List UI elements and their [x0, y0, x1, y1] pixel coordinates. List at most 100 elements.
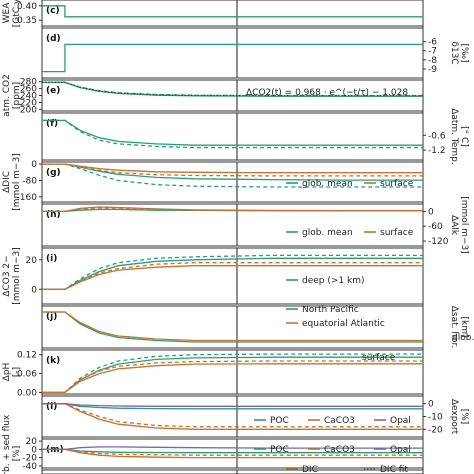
panel-i-series-line: [42, 265, 423, 290]
panel-l: (l) 0 -10 -20 Δexport [%] POC CaCO3 Opal: [42, 395, 469, 438]
panel-c-ytick-left-label: 0.40: [17, 2, 37, 12]
panel-m-ytick-left-label: 20: [26, 437, 38, 447]
panel-l-legend-label: POC: [270, 416, 289, 426]
panel-k-series-line: [42, 360, 423, 394]
panel-g-legend-label: surface: [380, 179, 414, 189]
panel-g-label: (g): [46, 168, 61, 178]
panel-d-series-line: [42, 43, 423, 73]
panel-g: (g) 0 -80 -160 ΔDIC [mmol m−3] glob. mean surfa…: [2, 153, 423, 211]
panel-h-ylabel-right: ΔAlk: [449, 215, 459, 236]
panel-c: (c) 0.40 0.35 WEA [GtC y: [2, 0, 423, 27]
panel-l-ytick-right-label: -10: [428, 413, 443, 423]
panel-k-series-line: [42, 353, 423, 394]
panel-d-ytick-right-label: -8: [428, 56, 437, 66]
panel-m-ytick-left-label: 0: [31, 445, 37, 455]
panel-i-ylabel: ΔCO3 2−: [2, 255, 12, 296]
panel-d-ytick-right-label: -9: [428, 65, 437, 75]
panel-h-ylabel-right: [mmol m−3]: [459, 196, 469, 253]
panel-k-ytick-left-label: 0.00: [17, 388, 37, 398]
panel-k-label: (k): [46, 356, 60, 366]
panel-h-label: (h): [46, 210, 61, 220]
panel-l-legend-label: CaCO3: [324, 416, 355, 426]
panel-e-ytick-left-label: 280: [20, 78, 37, 88]
panel-f-ytick-right-label: -0.6: [428, 131, 446, 141]
panel-g-series-line: [42, 163, 423, 177]
panel-d-ytick-right-label: -7: [428, 47, 437, 57]
panel-j: (j) Δsat. hor. [km] North Pacific equatorial…: [42, 305, 469, 349]
panel-c-label: (c): [46, 6, 60, 16]
panel-h-legend-label: surface: [380, 228, 414, 238]
panel-k-series-line: [42, 363, 423, 394]
panel-d-ytick-right-label: -6: [428, 38, 437, 48]
panel-i-series-line: [42, 254, 423, 290]
panel-h-legend-label: glob. mean: [302, 228, 353, 238]
panel-n: DIC DIC fit: [42, 465, 423, 474]
panel-e-series-line: [42, 81, 423, 97]
panel-i-ytick-left-label: 0: [31, 285, 37, 295]
panel-n-legend-label: DIC: [302, 465, 318, 474]
panel-k-ytick-left-label: 0.06: [17, 370, 37, 380]
panel-e-label: (e): [46, 86, 60, 96]
panel-j-ylabel-right: Δsat. hor.: [449, 306, 459, 349]
panel-m-legend-label: Opal: [390, 445, 411, 455]
panel-n-legend-label: DIC fit: [380, 465, 408, 474]
panel-c-series-line: [42, 5, 423, 18]
panel-g-ylabel: ΔDIC: [2, 171, 12, 193]
panel-l-ylabel-right: [%]: [459, 409, 469, 425]
panel-l-ytick-right-label: 0: [428, 400, 434, 410]
panel-j-legend-label: North Pacific: [302, 305, 359, 315]
panel-f-ylabel-right: Δatm. Temp.: [449, 108, 459, 165]
panel-e-ytick-left-label: 220: [20, 98, 37, 108]
panel-i: (i) 20 0 ΔCO3 2− [mmol m−3] deep (>1 km): [2, 247, 423, 305]
panel-f-series-line: [42, 119, 423, 146]
panel-c-ytick-left-label: 0.35: [17, 16, 37, 26]
panel-e-ylabel: atm. CO2: [2, 74, 12, 117]
panel-h-ytick-right-label: -60: [428, 222, 443, 232]
panel-m-legend-label: CaCO3: [324, 445, 355, 455]
panel-m-ylabel: Δcarb. + sed flux: [2, 414, 12, 474]
panel-f: (f) -0.6 -1.2 Δatm. Temp. [° C]: [42, 108, 469, 165]
panel-l-series-line: [42, 403, 423, 407]
panel-i-series-line: [42, 257, 423, 290]
panel-g-ytick-left-label: 0: [31, 160, 37, 170]
panel-j-label: (j): [46, 312, 57, 322]
panel-f-label: (f): [46, 119, 58, 129]
panel-g-ylabel: [mmol m−3]: [12, 153, 22, 210]
panel-h-ytick-right-label: -120: [428, 237, 449, 247]
panel-k-ytick-left-label: 0.12: [17, 351, 37, 361]
panel-m-legend-label: POC: [270, 445, 289, 455]
panel-h-ytick-right-label: 0: [428, 207, 434, 217]
panel-l-ytick-right-label: -20: [428, 425, 443, 435]
panel-i-label: (i): [46, 254, 57, 264]
panel-g-ytick-left-label: -80: [22, 176, 37, 186]
panel-g-legend-label: glob. mean: [302, 179, 353, 189]
panel-l-ylabel-right: Δexport: [449, 399, 459, 435]
panel-k-legend-label: glob. mean: [452, 333, 474, 343]
panel-m-series-line: [42, 448, 423, 454]
panel-d-ylabel-right: δ13C: [449, 41, 459, 64]
panel-m-series-line: [42, 446, 423, 451]
panel-f-ylabel-right: [° C]: [459, 126, 469, 147]
panel-k-ylabel: [-]: [12, 367, 22, 377]
panel-i-ylabel: [mmol m−3]: [12, 247, 22, 304]
panel-g-ytick-left-label: -160: [17, 193, 38, 203]
panel-k: (k) 0.12 0.06 0.00 ΔpH[-] glob. mean surface: [2, 333, 474, 398]
panel-k-legend-label: surface: [362, 353, 396, 363]
panel-m-ytick-left-label: -40: [22, 462, 37, 472]
panel-c-ylabel: WEA: [2, 2, 12, 24]
panel-k-ylabel: ΔpH: [2, 363, 12, 382]
panel-i-series-line: [42, 262, 423, 290]
panel-l-series-line: [42, 403, 423, 428]
panel-g-series-line: [42, 163, 423, 188]
panel-e-series-line: [42, 81, 423, 97]
panel-j-legend-label: equatorial Atlantic: [302, 319, 385, 329]
panel-e-annotation: ΔCO2(t) = 0.968 · e^(−t/τ) − 1.028: [246, 88, 408, 98]
panel-e-ytick-left-label: 240: [20, 92, 37, 102]
panel-e-ytick-left-label: 200: [20, 105, 37, 115]
panel-l-label: (l): [46, 402, 57, 412]
panel-m-ytick-left-label: -20: [22, 454, 37, 464]
